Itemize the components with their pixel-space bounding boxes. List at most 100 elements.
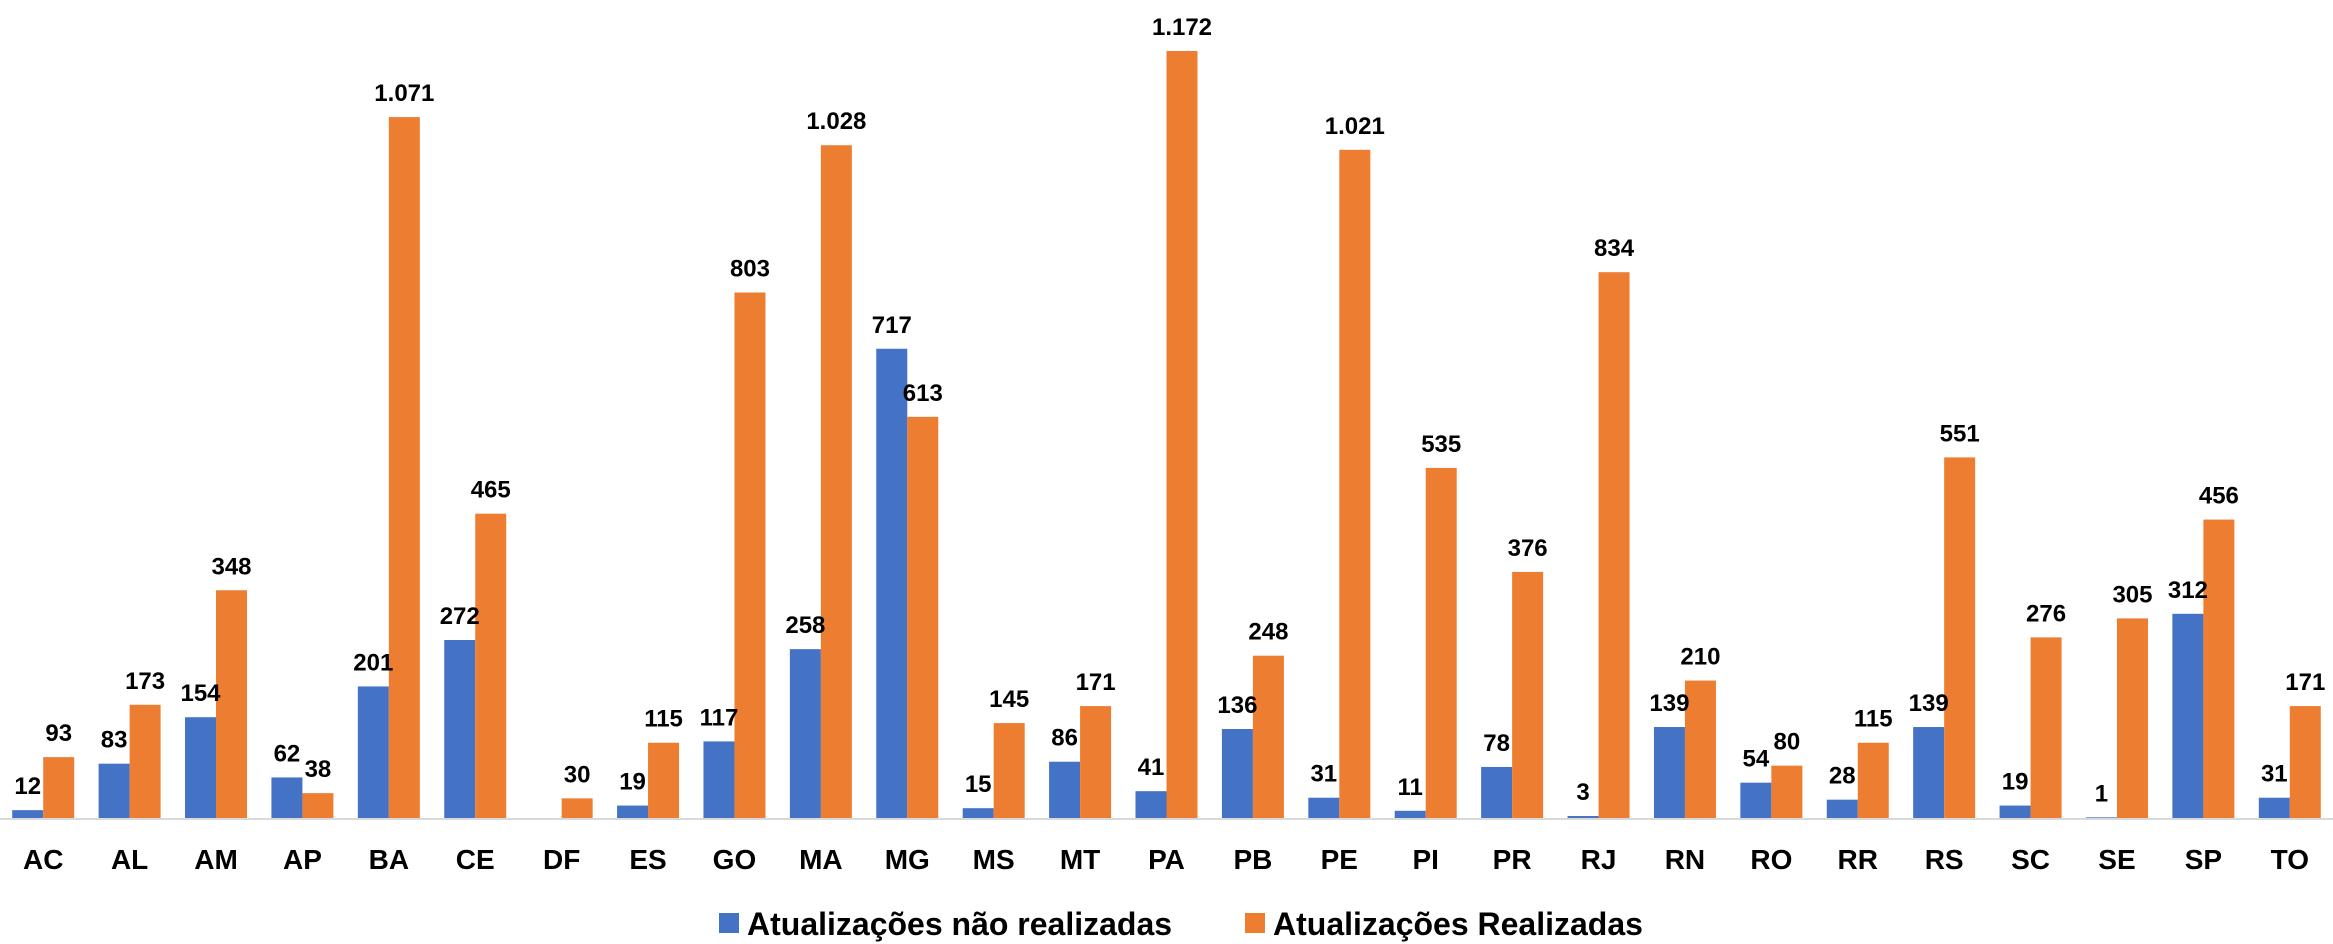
data-label-atualizacoes-realizadas-ac: 93 xyxy=(45,720,72,747)
bar-atualizacoes-nao-realizadas-ap xyxy=(271,777,303,818)
x-tick-pb: PB xyxy=(1233,844,1272,875)
data-label-atualizacoes-nao-realizadas-ms: 15 xyxy=(965,771,992,798)
x-tick-ce: CE xyxy=(456,844,495,875)
data-label-atualizacoes-realizadas-am: 348 xyxy=(211,553,251,580)
data-label-atualizacoes-nao-realizadas-ro: 54 xyxy=(1743,746,1770,773)
data-label-atualizacoes-nao-realizadas-mg: 717 xyxy=(872,312,912,339)
x-tick-rn: RN xyxy=(1665,844,1705,875)
x-tick-mt: MT xyxy=(1060,844,1100,875)
bar-atualizacoes-realizadas-to xyxy=(2289,706,2321,818)
data-label-atualizacoes-nao-realizadas-pa: 41 xyxy=(1138,754,1165,781)
data-label-atualizacoes-realizadas-ce: 465 xyxy=(471,477,511,504)
bar-atualizacoes-nao-realizadas-am xyxy=(185,717,217,818)
bar-atualizacoes-nao-realizadas-sp xyxy=(2172,613,2204,818)
legend-label-atualizacoes-realizadas: Atualizações Realizadas xyxy=(1273,906,1643,942)
x-tick-ma: MA xyxy=(799,844,843,875)
legend-swatch-atualizacoes-nao-realizadas xyxy=(719,913,739,933)
legend-label-atualizacoes-nao-realizadas: Atualizações não realizadas xyxy=(747,906,1172,942)
bar-atualizacoes-nao-realizadas-ma xyxy=(789,649,821,818)
data-label-atualizacoes-nao-realizadas-sc: 19 xyxy=(2002,769,2029,796)
x-tick-mg: MG xyxy=(885,844,930,875)
x-tick-ap: AP xyxy=(283,844,322,875)
bar-atualizacoes-nao-realizadas-rr xyxy=(1826,799,1858,818)
data-label-atualizacoes-realizadas-sp: 456 xyxy=(2199,483,2239,510)
data-label-atualizacoes-nao-realizadas-go: 117 xyxy=(700,704,739,731)
bar-atualizacoes-realizadas-ro xyxy=(1771,765,1803,818)
bar-atualizacoes-realizadas-pi xyxy=(1425,467,1457,818)
data-label-atualizacoes-nao-realizadas-mt: 86 xyxy=(1051,725,1078,752)
data-label-atualizacoes-nao-realizadas-ap: 62 xyxy=(274,740,301,767)
bar-atualizacoes-nao-realizadas-ro xyxy=(1740,782,1772,818)
bar-atualizacoes-nao-realizadas-ms xyxy=(962,808,994,818)
x-tick-pa: PA xyxy=(1148,844,1185,875)
bar-atualizacoes-realizadas-go xyxy=(734,292,766,819)
bar-atualizacoes-nao-realizadas-pa xyxy=(1135,791,1167,818)
bar-atualizacoes-realizadas-pr xyxy=(1512,571,1544,818)
data-label-atualizacoes-realizadas-mt: 171 xyxy=(1076,669,1116,696)
bar-atualizacoes-nao-realizadas-sc xyxy=(1999,805,2031,818)
legend-swatch-atualizacoes-realizadas xyxy=(1245,913,1265,933)
bar-atualizacoes-nao-realizadas-es xyxy=(617,805,649,818)
bar-atualizacoes-nao-realizadas-rj xyxy=(1567,816,1599,818)
bar-atualizacoes-realizadas-pb xyxy=(1252,655,1284,818)
bar-atualizacoes-nao-realizadas-ac xyxy=(12,810,44,818)
data-label-atualizacoes-nao-realizadas-pb: 136 xyxy=(1217,692,1257,719)
bar-atualizacoes-realizadas-ma xyxy=(820,145,852,819)
x-tick-labels: AC AL AM AP BA CE DF ES GO MA MG MS MT PA PB PE PI PR RJ RN… xyxy=(23,844,2309,875)
data-label-atualizacoes-realizadas-pr: 376 xyxy=(1508,535,1548,562)
data-label-atualizacoes-realizadas-se: 305 xyxy=(2112,581,2152,608)
data-label-atualizacoes-nao-realizadas-pr: 78 xyxy=(1483,730,1510,757)
bar-atualizacoes-nao-realizadas-pb xyxy=(1221,728,1253,818)
bar-atualizacoes-nao-realizadas-pi xyxy=(1394,810,1426,818)
x-tick-pe: PE xyxy=(1321,844,1358,875)
bar-atualizacoes-realizadas-mt xyxy=(1080,706,1112,818)
bar-atualizacoes-realizadas-pa xyxy=(1166,51,1198,818)
legend: Atualizações não realizadas Atualizações … xyxy=(719,906,1643,942)
bar-atualizacoes-realizadas-sp xyxy=(2203,519,2235,818)
bar-atualizacoes-nao-realizadas-mt xyxy=(1049,761,1081,818)
data-label-atualizacoes-nao-realizadas-to: 31 xyxy=(2261,761,2288,788)
data-label-atualizacoes-realizadas-es: 115 xyxy=(644,706,683,733)
bar-atualizacoes-nao-realizadas-al xyxy=(98,763,130,818)
x-tick-rs: RS xyxy=(1925,844,1964,875)
bar-atualizacoes-realizadas-sc xyxy=(2030,637,2062,818)
x-tick-es: ES xyxy=(629,844,666,875)
x-tick-al: AL xyxy=(111,844,148,875)
x-tick-ro: RO xyxy=(1750,844,1792,875)
bar-atualizacoes-nao-realizadas-rs xyxy=(1913,727,1945,818)
bar-atualizacoes-realizadas-rn xyxy=(1684,680,1716,818)
x-tick-to: TO xyxy=(2271,844,2309,875)
data-label-atualizacoes-realizadas-rn: 210 xyxy=(1680,644,1720,671)
data-label-atualizacoes-realizadas-mg: 613 xyxy=(903,380,943,407)
bar-atualizacoes-realizadas-ce xyxy=(475,513,507,818)
x-tick-rj: RJ xyxy=(1581,844,1617,875)
bar-atualizacoes-realizadas-df xyxy=(561,798,593,818)
data-label-atualizacoes-nao-realizadas-ba: 201 xyxy=(353,649,393,676)
bar-atualizacoes-nao-realizadas-pr xyxy=(1481,766,1513,818)
bar-atualizacoes-realizadas-pe xyxy=(1339,149,1371,819)
bar-atualizacoes-realizadas-es xyxy=(648,742,680,818)
data-label-atualizacoes-realizadas-rj: 834 xyxy=(1594,235,1635,262)
data-label-atualizacoes-nao-realizadas-pi: 11 xyxy=(1398,774,1423,801)
data-label-atualizacoes-realizadas-ma: 1.028 xyxy=(806,108,866,135)
bar-atualizacoes-nao-realizadas-rn xyxy=(1653,727,1685,818)
data-label-atualizacoes-realizadas-pi: 535 xyxy=(1421,431,1461,458)
data-label-atualizacoes-nao-realizadas-rn: 139 xyxy=(1649,690,1689,717)
bar-atualizacoes-nao-realizadas-ba xyxy=(357,686,389,818)
bar-atualizacoes-nao-realizadas-to xyxy=(2258,797,2290,818)
bar-atualizacoes-realizadas-rr xyxy=(1857,742,1889,818)
data-label-atualizacoes-realizadas-go: 803 xyxy=(730,255,770,282)
bar-atualizacoes-realizadas-ba xyxy=(388,117,420,818)
data-label-atualizacoes-nao-realizadas-ac: 12 xyxy=(14,773,41,800)
bar-atualizacoes-realizadas-ac xyxy=(43,757,75,818)
bar-atualizacoes-nao-realizadas-ce xyxy=(444,639,476,818)
bars-group xyxy=(12,51,2321,819)
bar-atualizacoes-realizadas-mg xyxy=(907,416,939,818)
data-label-atualizacoes-nao-realizadas-es: 19 xyxy=(619,769,646,796)
bar-atualizacoes-nao-realizadas-go xyxy=(703,741,735,818)
data-label-atualizacoes-realizadas-df: 30 xyxy=(564,761,591,788)
data-label-atualizacoes-nao-realizadas-rj: 3 xyxy=(1576,779,1589,806)
data-label-atualizacoes-nao-realizadas-rs: 139 xyxy=(1909,690,1949,717)
x-tick-sc: SC xyxy=(2011,844,2050,875)
